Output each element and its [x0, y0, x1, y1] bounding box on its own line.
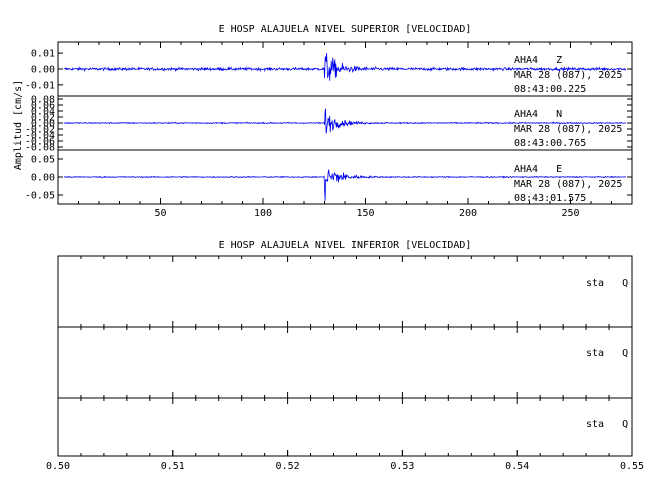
- trace-n-date-label: MAR 28 (087), 2025: [514, 124, 622, 135]
- upper-x-ticks-layer: 50 100 150 200 250: [78, 42, 612, 219]
- trace-z-date-label: MAR 28 (087), 2025: [514, 70, 622, 81]
- y-tick-label-trace-1: 0.00: [31, 119, 55, 130]
- lower-trace-2-station-label: sta Q: [586, 348, 628, 359]
- upper-traces-layer: [63, 52, 627, 201]
- lower-x-ticks-layer: 0.50 0.51 0.52 0.53 0.54 0.55: [46, 256, 644, 472]
- upper-y-axis-label: Amplitud [cm/s]: [13, 80, 24, 170]
- lower-x-tick-label: 0.51: [161, 461, 185, 472]
- seismic-trace-n: [64, 108, 627, 134]
- trace-n-annotation: AHA4 N MAR 28 (087), 2025 08:43:00.765: [514, 109, 622, 149]
- upper-x-tick-label: 100: [254, 208, 272, 219]
- y-tick-label-trace-1: 0.06: [31, 101, 55, 112]
- upper-plot: E HOSP ALAJUELA NIVEL SUPERIOR [VELOCIDA…: [13, 24, 633, 219]
- lower-plot-frame: [57, 255, 633, 457]
- trace-e-time-label: 08:43:01.575: [514, 193, 586, 204]
- y-tick-label-trace-1: -0.04: [25, 131, 55, 142]
- trace-z-annotation: AHA4 Z MAR 28 (087), 2025 08:43:00.225: [514, 55, 622, 95]
- lower-x-tick-label: 0.55: [620, 461, 644, 472]
- upper-y-ticks-layer: 0.010.00-0.010.080.060.040.020.00-0.02-0…: [25, 49, 632, 202]
- lower-trace-3-station-label: sta Q: [586, 419, 628, 430]
- y-tick-label-trace-2: 0.00: [31, 173, 55, 184]
- lower-x-tick-label: 0.54: [505, 461, 529, 472]
- lower-trace-1-station-label: sta Q: [586, 278, 628, 289]
- upper-x-tick-label: 200: [459, 208, 477, 219]
- lower-x-tick-label: 0.52: [276, 461, 300, 472]
- y-tick-label-trace-0: -0.01: [25, 80, 55, 91]
- upper-x-tick-label: 250: [561, 208, 579, 219]
- y-tick-label-trace-2: 0.05: [31, 155, 55, 166]
- lower-plot-title: E HOSP ALAJUELA NIVEL INFERIOR [VELOCIDA…: [219, 240, 472, 251]
- seismic-trace-z: [64, 52, 627, 81]
- y-tick-label-trace-1: -0.02: [25, 125, 55, 136]
- seismic-trace-e: [63, 169, 626, 201]
- y-tick-label-trace-1: -0.06: [25, 137, 55, 148]
- y-tick-label-trace-0: 0.00: [31, 65, 55, 76]
- trace-e-station-label: AHA4 E: [514, 164, 562, 175]
- trace-z-station-label: AHA4 Z: [514, 55, 562, 66]
- lower-plot: E HOSP ALAJUELA NIVEL INFERIOR [VELOCIDA…: [46, 240, 644, 472]
- y-tick-label-trace-2: -0.05: [25, 191, 55, 202]
- y-tick-label-trace-1: 0.08: [31, 95, 55, 106]
- trace-z-time-label: 08:43:00.225: [514, 84, 586, 95]
- y-tick-label-trace-0: 0.01: [31, 49, 55, 60]
- lower-x-tick-label: 0.53: [390, 461, 414, 472]
- lower-x-tick-label: 0.50: [46, 461, 70, 472]
- y-tick-label-trace-1: 0.02: [31, 113, 55, 124]
- trace-n-station-label: AHA4 N: [514, 109, 562, 120]
- trace-n-time-label: 08:43:00.765: [514, 138, 586, 149]
- upper-plot-title: E HOSP ALAJUELA NIVEL SUPERIOR [VELOCIDA…: [219, 24, 472, 35]
- y-tick-label-trace-1: 0.04: [31, 107, 55, 118]
- y-tick-label-trace-1: -0.08: [25, 143, 55, 154]
- upper-x-tick-label: 150: [356, 208, 374, 219]
- trace-e-date-label: MAR 28 (087), 2025: [514, 179, 622, 190]
- upper-x-tick-label: 50: [154, 208, 166, 219]
- trace-e-annotation: AHA4 E MAR 28 (087), 2025 08:43:01.575: [514, 164, 622, 204]
